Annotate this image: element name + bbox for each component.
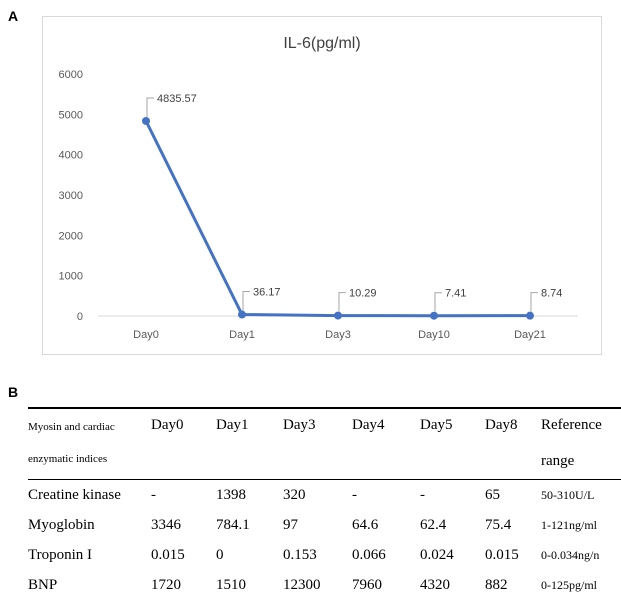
table-cell: 0.066 — [352, 546, 386, 563]
table-cell: 784.1 — [216, 516, 250, 533]
table-header-indices: Myosin and cardiac — [28, 421, 115, 433]
table-cell: 4320 — [420, 576, 450, 593]
table-header-reference: range — [541, 453, 575, 469]
table-cell: 3346 — [151, 516, 181, 533]
table-col-header: Day8 — [485, 417, 518, 433]
reference-range: 50-310U/L — [541, 479, 621, 510]
table-row: Myoglobin 3346 784.1 97 64.6 62.4 75.4 1… — [28, 510, 621, 540]
table-cell: 62.4 — [420, 516, 447, 533]
table-header-reference: Reference — [541, 417, 602, 433]
panel-label-a: A — [8, 8, 19, 24]
data-point — [430, 311, 438, 320]
table-cell: 65 — [485, 479, 541, 510]
x-tick-label: Day1 — [229, 329, 255, 341]
data-label: 36.17 — [253, 287, 281, 299]
table-cell: 882 — [485, 576, 508, 593]
table-col-header: Day0 — [151, 417, 184, 433]
table-row: Troponin I 0.015 0 0.153 0.066 0.024 0.0… — [28, 540, 621, 570]
table-cell: 64.6 — [352, 516, 379, 533]
y-tick-label: 4000 — [59, 150, 83, 162]
table-cell: 0.153 — [283, 546, 317, 563]
table-col-header: Day4 — [352, 417, 385, 433]
chart-plot-area: 0 1000 2000 3000 4000 5000 6000 Day0 Day1 Day3 Day… — [59, 69, 578, 341]
series-line — [144, 120, 531, 318]
data-label: 7.41 — [445, 288, 466, 300]
row-name: Troponin I — [28, 546, 93, 563]
data-point — [526, 311, 534, 320]
table-col-header: Day3 — [283, 417, 316, 433]
row-name: Creatine kinase — [28, 479, 151, 510]
table-row: BNP 1720 1510 12300 7960 4320 882 0-125p… — [28, 570, 621, 600]
reference-range: 1-121ng/ml — [541, 517, 597, 532]
table-cell: 7960 — [352, 576, 382, 593]
table-cell: - — [151, 479, 216, 510]
table-cell: 320 — [283, 479, 352, 510]
data-label: 10.29 — [349, 288, 377, 300]
data-label-leader — [530, 292, 538, 312]
table-col-header: Day5 — [420, 417, 453, 433]
table-cell: - — [352, 479, 420, 510]
il6-line-chart: IL-6(pg/ml) 0 1000 2000 3000 4000 5000 6000 Day… — [42, 16, 602, 355]
table-cell: 0 — [216, 546, 224, 563]
y-tick-label: 2000 — [59, 230, 83, 242]
y-tick-label: 5000 — [59, 109, 83, 121]
table-header-indices: enzymatic indices — [28, 453, 108, 465]
table-row: Creatine kinase - 1398 320 - - 65 50-310… — [28, 479, 621, 510]
data-point — [238, 310, 246, 319]
table-cell: 0.015 — [151, 546, 185, 563]
reference-range: 0-0.034ng/n — [541, 547, 600, 562]
data-label: 4835.57 — [157, 93, 197, 105]
table-cell: 1398 — [216, 479, 283, 510]
table-cell: 75.4 — [485, 516, 512, 533]
y-tick-label: 3000 — [59, 190, 83, 202]
table-cell: - — [420, 479, 485, 510]
data-label-leader — [338, 292, 346, 312]
table-cell: 12300 — [283, 576, 321, 593]
cardiac-indices-table: Myosin and cardiac Day0 Day1 Day3 Day4 D… — [28, 407, 621, 600]
y-tick-label: 6000 — [59, 69, 83, 81]
row-name: BNP — [28, 576, 58, 593]
table-cell: 0.024 — [420, 546, 454, 563]
x-tick-label: Day0 — [133, 329, 159, 341]
table-cell: 97 — [283, 516, 298, 533]
y-tick-label: 1000 — [59, 271, 83, 283]
data-label-leader — [146, 97, 154, 117]
reference-range: 0-125pg/ml — [541, 577, 597, 592]
data-label-leader — [242, 291, 250, 311]
table-cell: 1510 — [216, 576, 246, 593]
data-label: 8.74 — [541, 288, 562, 300]
chart-title: IL-6(pg/ml) — [283, 35, 361, 52]
x-tick-label: Day10 — [418, 329, 450, 341]
x-tick-label: Day21 — [514, 329, 546, 341]
table-cell: 0.015 — [485, 546, 519, 563]
data-point — [142, 116, 150, 125]
data-label-leader — [434, 292, 442, 312]
row-name: Myoglobin — [28, 516, 95, 533]
panel-label-b: B — [8, 384, 19, 400]
table-cell: 1720 — [151, 576, 181, 593]
x-tick-label: Day3 — [325, 329, 351, 341]
data-point — [334, 311, 342, 320]
y-tick-label: 0 — [77, 311, 83, 323]
table-col-header: Day1 — [216, 417, 249, 433]
